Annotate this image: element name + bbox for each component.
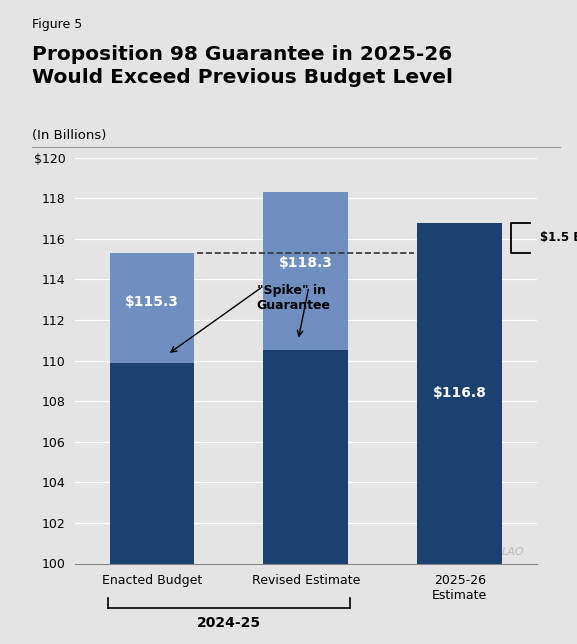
Bar (417, 223, 502, 564)
Text: $116.8: $116.8 (433, 386, 486, 400)
Bar (110, 363, 194, 564)
Text: Figure 5: Figure 5 (32, 18, 82, 31)
Bar (264, 350, 348, 564)
Text: 2024-25: 2024-25 (197, 616, 261, 630)
Text: Proposition 98 Guarantee in 2025-26
Would Exceed Previous Budget Level: Proposition 98 Guarantee in 2025-26 Woul… (32, 45, 453, 87)
Text: $1.5 Billion Increase: $1.5 Billion Increase (541, 231, 577, 245)
Text: LAO: LAO (501, 547, 524, 558)
Text: $118.3: $118.3 (279, 256, 333, 270)
Bar (264, 193, 348, 350)
Text: $115.3: $115.3 (125, 296, 179, 309)
Bar (110, 253, 194, 363)
Text: "Spike" in
Guarantee: "Spike" in Guarantee (257, 283, 331, 312)
Text: (In Billions): (In Billions) (32, 129, 106, 142)
